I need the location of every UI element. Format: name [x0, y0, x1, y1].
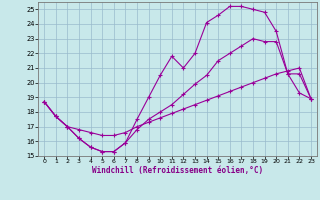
X-axis label: Windchill (Refroidissement éolien,°C): Windchill (Refroidissement éolien,°C) — [92, 166, 263, 175]
